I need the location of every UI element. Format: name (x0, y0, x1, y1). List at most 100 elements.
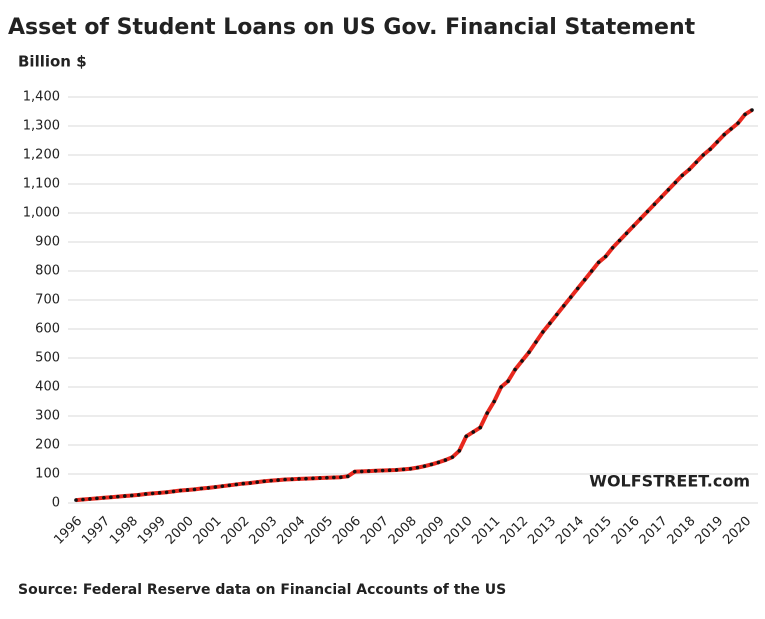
x-tick-label: 2003 (246, 514, 280, 548)
data-point (116, 494, 120, 499)
data-point (694, 160, 699, 165)
y-tick-label: 1,000 (23, 206, 60, 221)
x-tick-label: 2016 (609, 514, 643, 548)
data-point (562, 304, 566, 308)
y-tick-label: 800 (35, 264, 60, 279)
data-point (339, 475, 343, 479)
data-point (304, 476, 308, 481)
y-tick-label: 1,300 (23, 119, 60, 134)
data-point (736, 121, 740, 125)
data-point (673, 180, 678, 185)
data-point (164, 490, 169, 495)
x-tick-label: 2012 (497, 514, 531, 548)
data-point (227, 483, 232, 488)
data-point (283, 477, 287, 482)
data-point (631, 224, 636, 228)
data-point (345, 474, 350, 479)
data-point (652, 202, 657, 207)
data-point (729, 127, 733, 131)
data-point (589, 269, 594, 273)
data-point (102, 495, 106, 500)
x-tick-label: 2020 (720, 514, 754, 548)
data-point (192, 487, 197, 492)
x-tick-label: 2004 (274, 514, 308, 548)
y-tick-label: 1,200 (23, 148, 60, 163)
data-point (199, 486, 204, 491)
data-point (150, 491, 155, 496)
data-point (352, 469, 357, 474)
data-point (603, 254, 608, 259)
x-tick-label: 2010 (442, 514, 476, 548)
data-point (513, 367, 517, 372)
y-tick-label: 500 (35, 351, 60, 366)
data-point (520, 359, 524, 363)
y-tick-label: 100 (35, 467, 60, 482)
data-point (143, 492, 148, 496)
data-point (332, 475, 336, 480)
data-point (582, 277, 587, 282)
data-point (471, 430, 476, 434)
data-point (178, 488, 183, 493)
data-point (569, 295, 573, 299)
data-point (575, 286, 580, 291)
data-point (645, 209, 650, 214)
data-point (506, 379, 510, 384)
data-point (255, 480, 259, 484)
data-point (297, 477, 301, 481)
data-point (220, 484, 225, 488)
x-tick-label: 2013 (525, 514, 559, 548)
x-tick-label: 2008 (386, 514, 420, 548)
x-tick-label: 2017 (637, 514, 671, 548)
data-point (443, 458, 448, 462)
data-point (527, 350, 531, 355)
data-point (290, 477, 294, 482)
x-tick-label: 2014 (553, 514, 587, 548)
data-point (157, 491, 162, 495)
y-tick-label: 600 (35, 322, 60, 337)
x-tick-label: 2007 (358, 514, 392, 548)
data-point (555, 312, 559, 317)
data-point (722, 132, 726, 137)
x-tick-label: 2005 (302, 514, 336, 548)
data-point (136, 493, 141, 497)
data-point (659, 195, 664, 199)
data-point (422, 464, 427, 468)
y-tick-label: 1,100 (23, 177, 60, 192)
data-point (548, 321, 552, 326)
data-point (541, 330, 545, 334)
x-tick-label: 2015 (581, 514, 615, 548)
data-point (185, 488, 190, 492)
data-point (457, 449, 462, 453)
y-tick-label: 0 (52, 496, 60, 511)
y-tick-label: 900 (35, 235, 60, 250)
data-point (534, 340, 538, 344)
data-point (743, 112, 747, 117)
data-point (269, 478, 273, 483)
data-point (436, 460, 441, 465)
data-point (464, 434, 469, 439)
data-point (88, 497, 92, 501)
data-point (234, 482, 239, 487)
data-point (450, 455, 455, 459)
data-point (596, 260, 601, 265)
data-point (485, 411, 489, 415)
chart-subtitle: Billion $ (18, 53, 87, 71)
x-tick-label: 2001 (191, 514, 225, 548)
data-point (750, 108, 754, 112)
data-point (262, 479, 266, 484)
data-point (311, 476, 315, 481)
data-point (325, 475, 329, 480)
data-point (429, 462, 434, 467)
data-point (248, 481, 253, 485)
data-point (415, 465, 420, 470)
x-tick-label: 2002 (219, 514, 253, 548)
data-point (241, 481, 246, 486)
data-point (95, 496, 99, 501)
data-point (708, 147, 712, 151)
data-point (680, 173, 685, 178)
data-point (499, 385, 503, 389)
data-point (359, 469, 364, 474)
data-point (387, 468, 392, 473)
data-line (75, 108, 754, 503)
y-tick-label: 400 (35, 380, 60, 395)
